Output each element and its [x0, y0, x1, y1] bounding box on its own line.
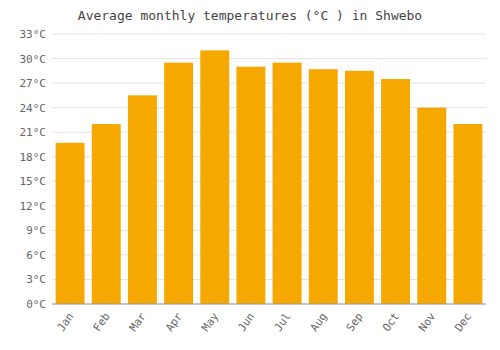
bar: [56, 143, 85, 304]
y-tick-label: 12°C: [20, 200, 47, 213]
bar: [381, 79, 410, 304]
grid: [52, 34, 486, 304]
bar: [128, 95, 157, 304]
x-tick-label: Aug: [308, 310, 330, 334]
x-tick-label: Jul: [271, 310, 293, 334]
bar: [92, 124, 121, 304]
grid-line: [52, 83, 486, 84]
grid-line: [52, 34, 486, 35]
x-tick-label: Mar: [127, 310, 149, 334]
chart: Average monthly temperatures (°C ) in Sh…: [0, 0, 500, 350]
grid-line: [52, 58, 486, 59]
x-tick-label: Jun: [235, 310, 257, 334]
bar: [273, 63, 302, 304]
chart-container: Average monthly temperatures (°C ) in Sh…: [0, 0, 500, 350]
y-tick-label: 9°C: [26, 224, 46, 237]
y-tick-label: 30°C: [20, 53, 47, 66]
x-axis-line: [52, 304, 486, 305]
y-tick-label: 6°C: [26, 249, 46, 262]
bar: [164, 63, 193, 304]
bar: [453, 124, 482, 304]
y-tick-label: 0°C: [26, 298, 46, 311]
y-tick-label: 15°C: [20, 175, 47, 188]
bar: [417, 108, 446, 304]
bar: [345, 71, 374, 304]
y-tick-label: 24°C: [20, 102, 47, 115]
y-tick-label: 18°C: [20, 151, 47, 164]
x-tick-label: Oct: [380, 310, 402, 334]
x-tick-label: Jan: [54, 310, 76, 334]
y-tick-label: 3°C: [26, 273, 46, 286]
bar: [309, 69, 338, 304]
x-tick-label: May: [199, 310, 221, 334]
x-tick-label: Sep: [344, 310, 366, 334]
y-tick-label: 27°C: [20, 77, 47, 90]
title: Average monthly temperatures (°C ) in Sh…: [78, 8, 422, 23]
grid-line: [52, 304, 486, 305]
bar: [236, 67, 265, 304]
x-tick-label: Apr: [163, 310, 185, 334]
bar: [200, 50, 229, 304]
x-tick-label: Nov: [416, 310, 438, 334]
y-tick-label: 33°C: [20, 28, 47, 41]
y-tick-label: 21°C: [20, 126, 47, 139]
bars: [56, 50, 483, 304]
x-tick-label: Feb: [91, 310, 113, 334]
x-tick-label: Dec: [452, 310, 474, 334]
